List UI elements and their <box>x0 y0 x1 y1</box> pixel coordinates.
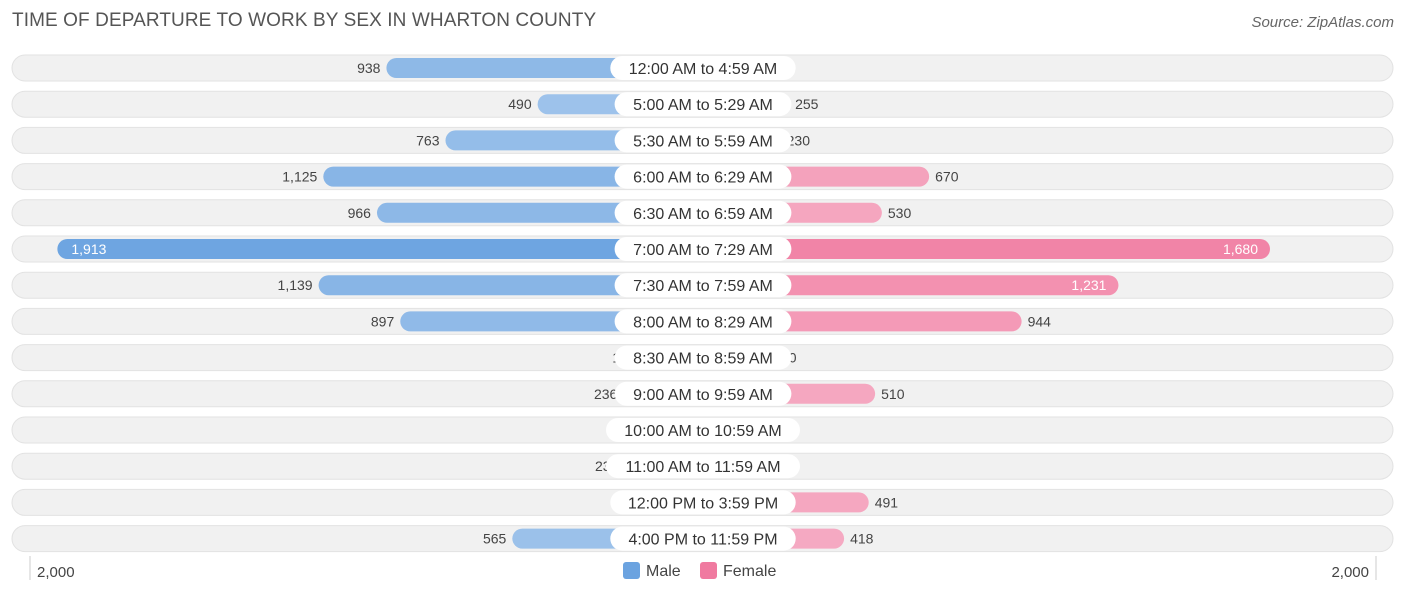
male-value-label: 938 <box>357 60 381 76</box>
female-bar <box>703 239 1270 259</box>
female-value-label: 491 <box>875 494 899 510</box>
category-pill <box>614 345 792 370</box>
bar-row: 13816910:00 AM to 10:59 AM <box>11 416 1394 444</box>
female-value-label: 255 <box>795 96 819 112</box>
legend-swatch-female <box>700 562 717 579</box>
bar-row: 565 418 4:00 PM to 11:59 PM <box>11 525 1394 553</box>
category-pill <box>606 454 800 479</box>
bar-row: 1,139 1,231 7:30 AM to 7:59 AM <box>11 271 1394 299</box>
male-value-label: 763 <box>416 132 440 148</box>
category-label: 7:00 AM to 7:29 AM <box>633 242 773 259</box>
legend-swatch-male <box>623 562 640 579</box>
legend: Male Female <box>623 562 776 580</box>
female-value-label: 230 <box>787 132 811 148</box>
category-pill <box>614 200 792 225</box>
chart-title: TIME OF DEPARTURE TO WORK BY SEX IN WHAR… <box>12 10 597 31</box>
female-value-label: 944 <box>1028 313 1052 329</box>
category-label: 4:00 PM to 11:59 PM <box>628 532 777 549</box>
category-label: 8:00 AM to 8:29 AM <box>633 314 773 331</box>
female-value-label: 510 <box>881 386 905 402</box>
bar-row: 1821908:30 AM to 8:59 AM <box>11 344 1394 372</box>
legend-label-female: Female <box>723 563 776 580</box>
category-pill <box>614 309 792 334</box>
male-value-label: 966 <box>348 205 372 221</box>
category-label: 8:30 AM to 8:59 AM <box>633 351 773 368</box>
category-pill <box>614 128 792 153</box>
bar-row: 236 510 9:00 AM to 9:59 AM <box>11 380 1394 408</box>
category-label: 12:00 PM to 3:59 PM <box>628 495 778 512</box>
male-value-label: 490 <box>508 96 532 112</box>
male-bar <box>318 275 703 296</box>
category-pill <box>610 526 796 551</box>
bar-row: 1,125 670 6:00 AM to 6:29 AM <box>11 163 1394 191</box>
male-value-label: 565 <box>483 531 507 547</box>
axis-label-right: 2,000 <box>1331 564 1369 581</box>
female-value-label: 1,231 <box>1071 277 1106 293</box>
male-value-label: 1,125 <box>282 169 317 185</box>
female-value-label: 1,680 <box>1223 241 1258 257</box>
category-label: 12:00 AM to 4:59 AM <box>629 61 778 78</box>
bar-row: 966 530 6:30 AM to 6:59 AM <box>11 199 1394 227</box>
category-label: 6:30 AM to 6:59 AM <box>633 206 773 223</box>
legend-label-male: Male <box>646 563 681 580</box>
axis-label-left: 2,000 <box>37 564 75 581</box>
male-bar <box>323 166 703 187</box>
category-label: 11:00 AM to 11:59 AM <box>625 459 780 476</box>
female-value-label: 530 <box>888 205 912 221</box>
male-value-label: 236 <box>594 386 618 402</box>
category-label: 6:00 AM to 6:29 AM <box>633 170 773 187</box>
female-value-label: 670 <box>935 169 959 185</box>
category-pill <box>614 381 792 406</box>
bar-row: 897 944 8:00 AM to 8:29 AM <box>11 307 1394 335</box>
category-pill <box>614 237 792 261</box>
bar-row: 490 255 5:00 AM to 5:29 AM <box>11 90 1394 118</box>
category-pill <box>610 56 796 80</box>
category-label: 7:30 AM to 7:59 AM <box>633 278 773 295</box>
category-pill <box>610 490 796 515</box>
category-pill <box>614 164 792 189</box>
male-value-label: 897 <box>371 313 395 329</box>
bar-row: 1,913 1,680 7:00 AM to 7:29 AM <box>11 235 1394 263</box>
bar-row: 93818812:00 AM to 4:59 AM <box>11 54 1394 82</box>
category-label: 5:00 AM to 5:29 AM <box>633 97 773 114</box>
category-pill <box>614 92 792 117</box>
bar-row: 13049112:00 PM to 3:59 PM <box>11 488 1394 516</box>
male-value-label: 1,913 <box>71 241 106 257</box>
category-pill <box>606 418 800 442</box>
chart-source: Source: ZipAtlas.com <box>1251 14 1394 31</box>
bar-row: 2335111:00 AM to 11:59 AM <box>11 452 1394 480</box>
category-label: 5:30 AM to 5:59 AM <box>633 133 773 150</box>
category-label: 10:00 AM to 10:59 AM <box>624 423 781 440</box>
bar-row: 763 230 5:30 AM to 5:59 AM <box>11 126 1394 154</box>
male-bar <box>57 239 704 259</box>
female-bar <box>703 275 1119 296</box>
female-value-label: 418 <box>850 531 874 547</box>
category-label: 9:00 AM to 9:59 AM <box>633 387 773 404</box>
male-value-label: 1,139 <box>278 277 313 293</box>
category-pill <box>614 273 792 298</box>
